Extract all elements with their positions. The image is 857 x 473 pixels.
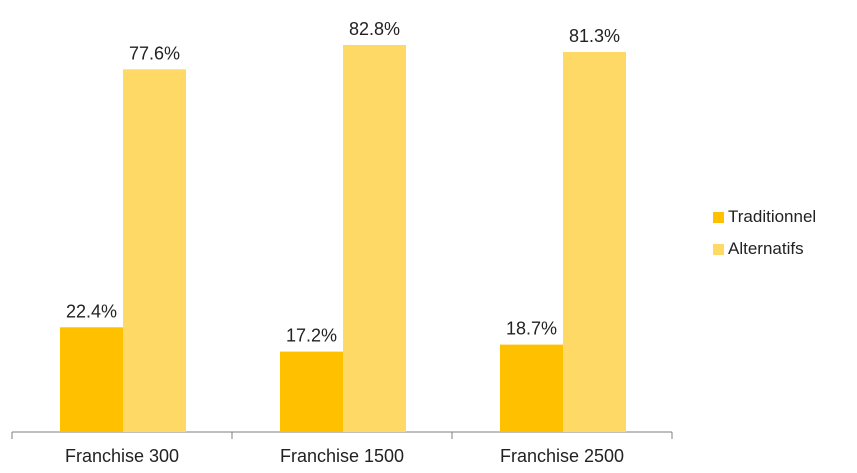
bar-traditionnel-1	[60, 327, 123, 432]
bar-alternatifs-1	[123, 69, 186, 432]
data-label-alternatifs-1: 77.6%	[129, 43, 180, 63]
legend-swatch-alternatifs	[713, 243, 724, 255]
legend-item-traditionnel: Traditionnel	[713, 206, 816, 228]
x-axis	[11, 431, 673, 439]
data-label-alternatifs-2: 82.8%	[349, 19, 400, 39]
legend-item-alternatifs: Alternatifs	[713, 238, 816, 260]
data-label-traditionnel-3: 18.7%	[506, 319, 557, 339]
category-label-1: Franchise 300	[65, 446, 179, 466]
data-label-traditionnel-1: 22.4%	[66, 301, 117, 321]
bars	[60, 45, 626, 433]
bar-alternatifs-2	[343, 45, 406, 432]
data-label-traditionnel-2: 17.2%	[286, 326, 337, 346]
category-labels: Franchise 300 Franchise 1500 Franchise 250…	[65, 446, 624, 466]
legend: Traditionnel Alternatifs	[713, 206, 816, 270]
category-label-2: Franchise 1500	[280, 446, 404, 466]
category-label-3: Franchise 2500	[500, 446, 624, 466]
data-labels: 22.4% 17.2% 18.7% 77.6% 82.8% 81.3%	[66, 19, 620, 346]
bar-alternatifs-3	[563, 52, 626, 433]
data-label-alternatifs-3: 81.3%	[569, 26, 620, 46]
legend-swatch-traditionnel	[713, 211, 724, 223]
legend-label-alternatifs: Alternatifs	[728, 239, 804, 258]
bar-traditionnel-3	[500, 344, 563, 432]
legend-label-traditionnel: Traditionnel	[728, 207, 817, 226]
bar-traditionnel-2	[280, 351, 343, 432]
